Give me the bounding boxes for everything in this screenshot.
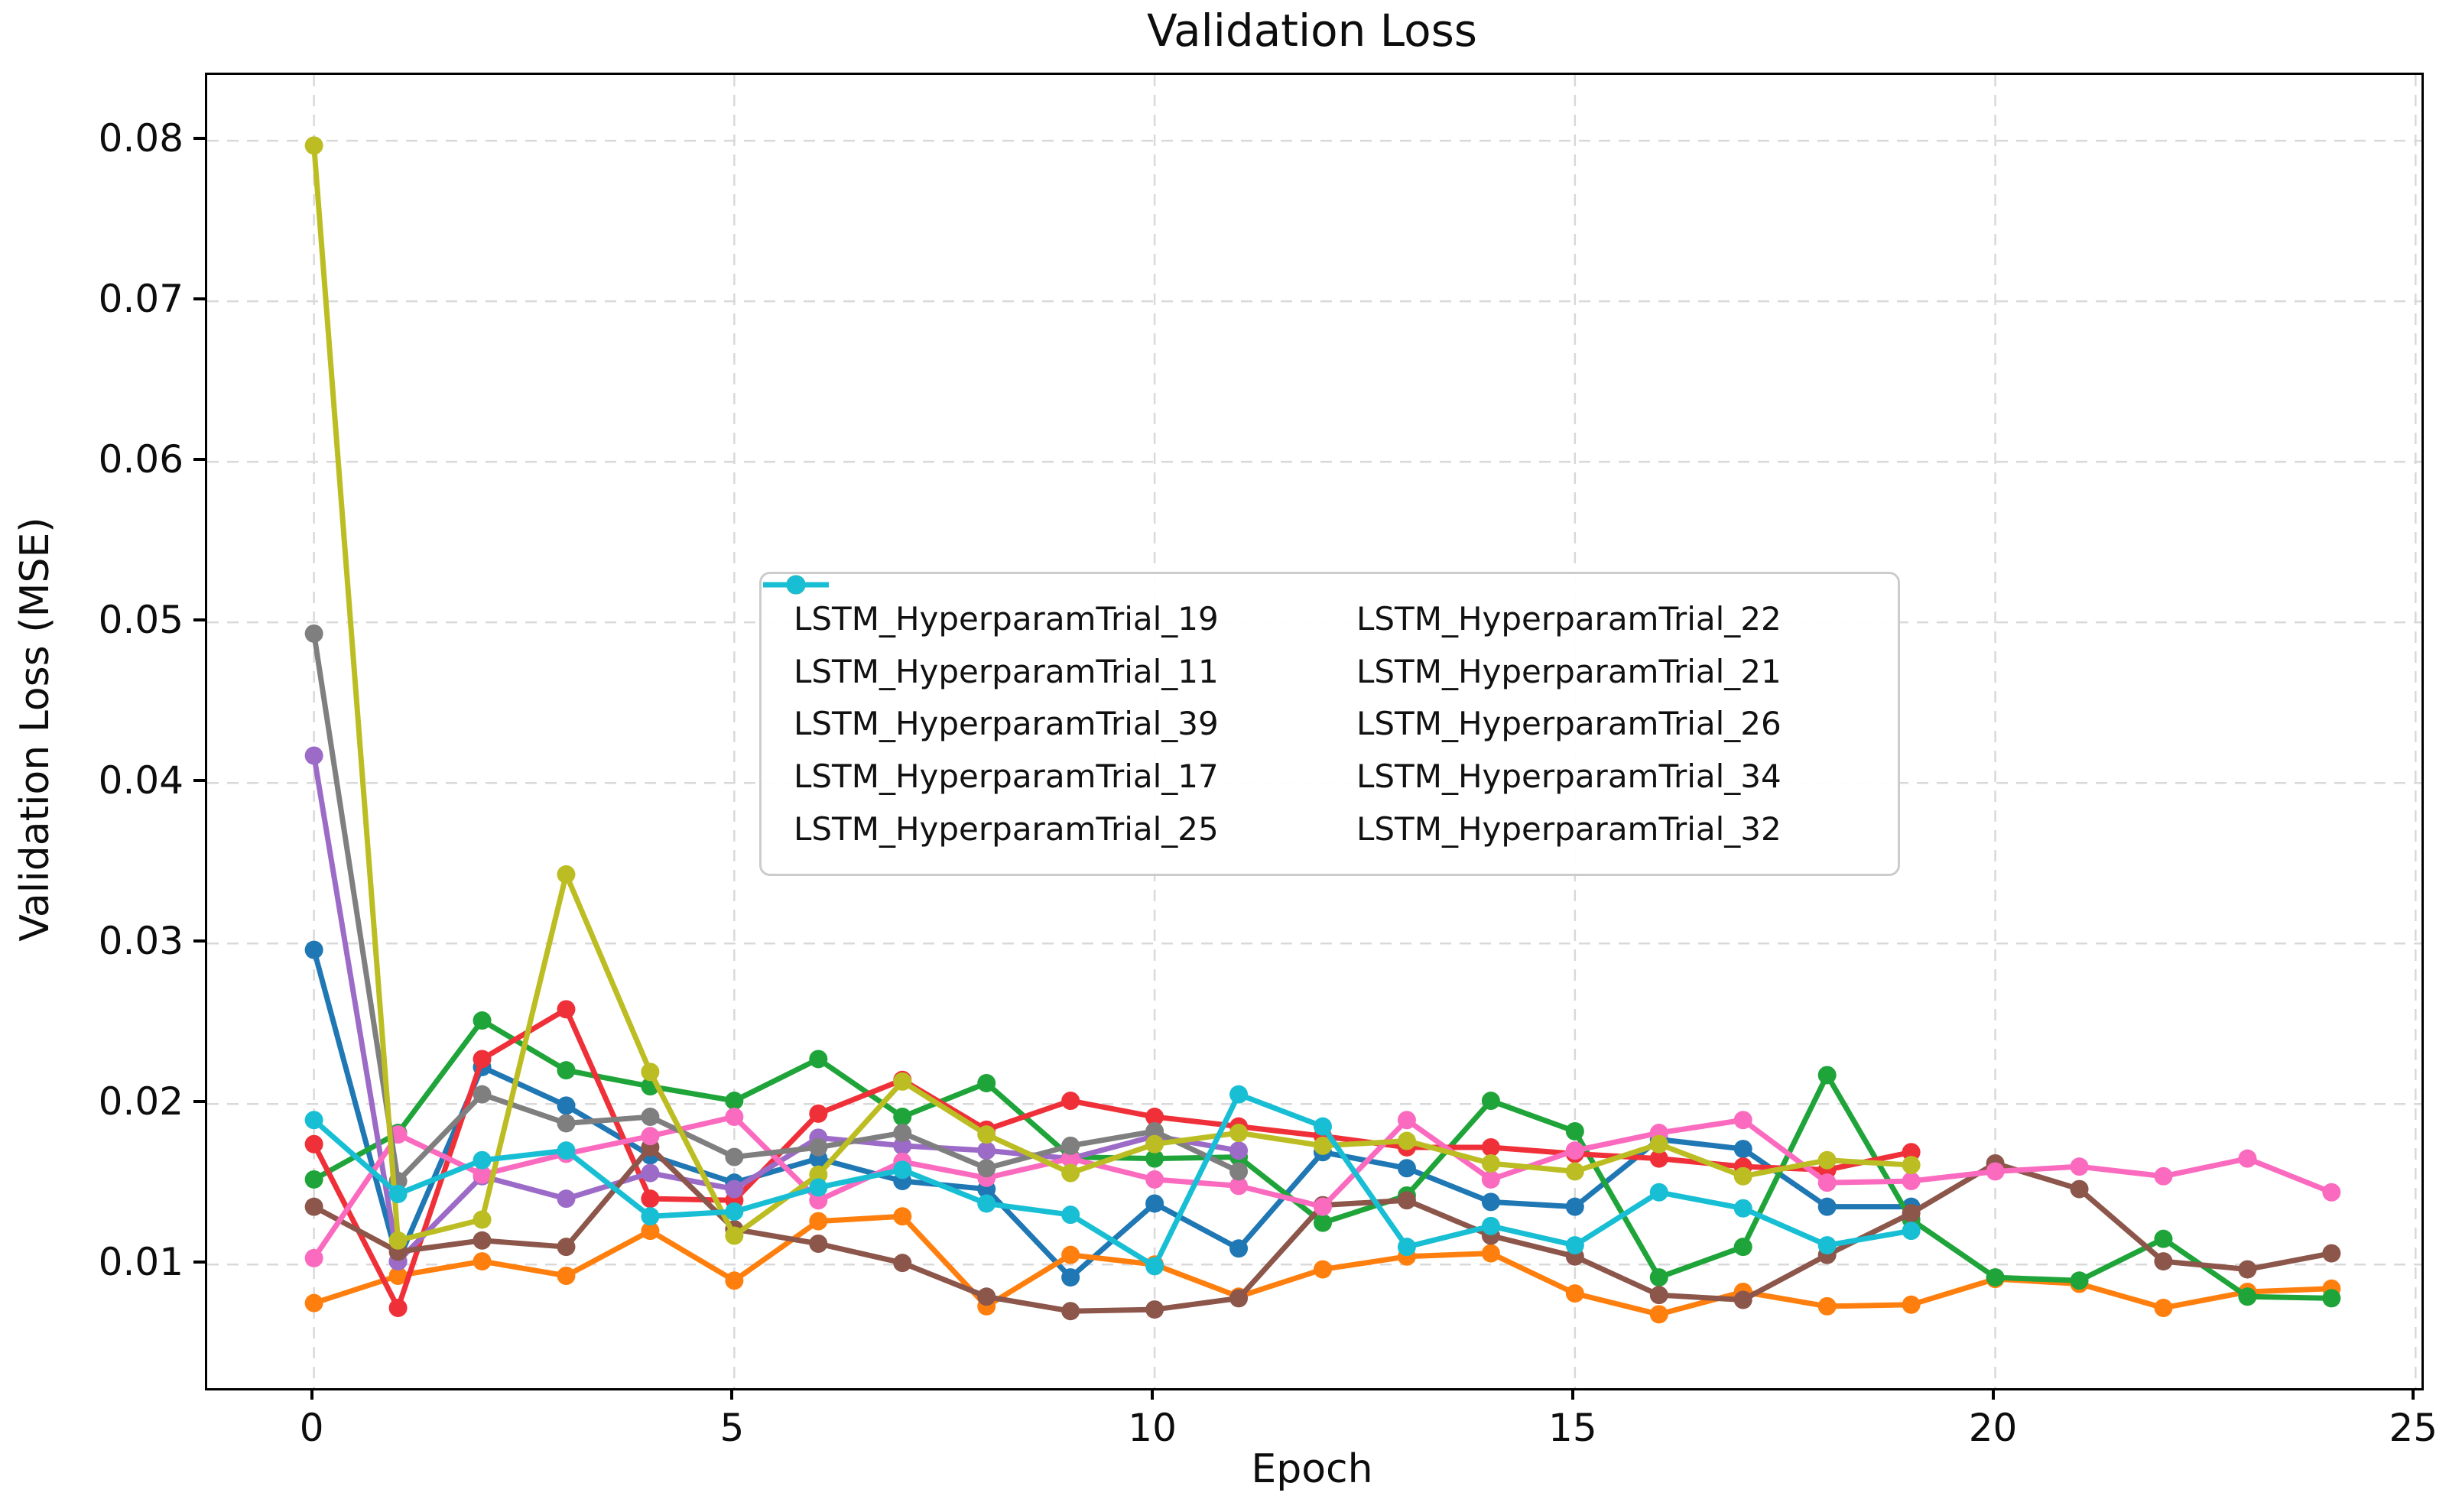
x-tick-label: 0 [299, 1406, 324, 1450]
series-line-LSTM_HyperparamTrial_34 [311, 142, 1915, 1244]
y-tick-label: 0.07 [98, 277, 184, 322]
x-tick-label: 5 [719, 1406, 745, 1450]
legend-label: LSTM_HyperparamTrial_25 [794, 810, 1219, 848]
y-tick-mark [193, 779, 205, 783]
x-axis-label: Epoch [1251, 1446, 1373, 1492]
y-tick-label: 0.01 [98, 1240, 184, 1285]
x-tick-mark [2412, 1388, 2415, 1400]
legend-item-LSTM_HyperparamTrial_17: LSTM_HyperparamTrial_17 [763, 575, 1303, 796]
y-tick-label: 0.05 [98, 598, 184, 643]
series-markers-LSTM_HyperparamTrial_21 [304, 1108, 2341, 1267]
x-tick-label: 20 [1968, 1406, 2018, 1450]
legend-label: LSTM_HyperparamTrial_39 [794, 705, 1219, 743]
plot-area: LSTM_HyperparamTrial_19 LSTM_HyperparamTr… [205, 73, 2424, 1390]
legend-label: LSTM_HyperparamTrial_11 [794, 652, 1219, 690]
legend-label: LSTM_HyperparamTrial_32 [1356, 810, 1782, 848]
x-tick-label: 15 [1548, 1406, 1597, 1450]
x-tick-mark [1151, 1388, 1155, 1400]
y-tick-mark [193, 939, 205, 943]
series-line-LSTM_HyperparamTrial_25 [311, 753, 1242, 1264]
legend: LSTM_HyperparamTrial_19 LSTM_HyperparamTr… [759, 572, 1900, 876]
y-tick-mark [193, 137, 205, 141]
series-markers-LSTM_HyperparamTrial_34 [304, 136, 1921, 1250]
series-line-LSTM_HyperparamTrial_32 [311, 1092, 1915, 1269]
series-markers-LSTM_HyperparamTrial_32 [304, 1085, 1921, 1276]
legend-item-LSTM_HyperparamTrial_22: LSTM_HyperparamTrial_22 [763, 575, 1866, 638]
y-tick-label: 0.03 [98, 919, 184, 964]
y-tick-mark [193, 458, 205, 462]
y-tick-mark [193, 1261, 205, 1264]
legend-marker-icon [763, 575, 829, 595]
series-markers-LSTM_HyperparamTrial_19 [304, 940, 1921, 1287]
x-tick-mark [310, 1388, 313, 1400]
y-tick-label: 0.04 [98, 758, 184, 803]
y-axis-label: Validation Loss (MSE) [12, 517, 58, 942]
y-tick-label: 0.06 [98, 437, 184, 482]
x-tick-label: 10 [1128, 1406, 1177, 1450]
x-tick-mark [730, 1388, 734, 1400]
chart-canvas [207, 75, 2421, 1388]
x-tick-mark [1570, 1388, 1574, 1400]
chart-title: Validation Loss [1146, 5, 1478, 57]
legend-label: LSTM_HyperparamTrial_19 [794, 599, 1219, 638]
legend-label: LSTM_HyperparamTrial_34 [1356, 758, 1782, 796]
legend-label: LSTM_HyperparamTrial_21 [1356, 652, 1782, 690]
series-line-LSTM_HyperparamTrial_17 [311, 1006, 1915, 1311]
y-tick-label: 0.02 [98, 1079, 184, 1124]
x-tick-label: 25 [2389, 1406, 2438, 1450]
y-tick-mark [193, 1100, 205, 1104]
legend-item-LSTM_HyperparamTrial_32: LSTM_HyperparamTrial_32 [763, 575, 1866, 848]
x-tick-mark [1991, 1388, 1995, 1400]
y-tick-mark [193, 297, 205, 301]
series-line-LSTM_HyperparamTrial_26 [311, 631, 1242, 1184]
legend-label: LSTM_HyperparamTrial_22 [1356, 599, 1782, 638]
legend-label: LSTM_HyperparamTrial_17 [794, 758, 1219, 796]
legend-label: LSTM_HyperparamTrial_26 [1356, 705, 1782, 743]
y-tick-label: 0.08 [98, 116, 184, 161]
y-tick-mark [193, 618, 205, 622]
gridlines [207, 75, 2421, 1388]
series-line-LSTM_HyperparamTrial_19 [311, 947, 1915, 1280]
